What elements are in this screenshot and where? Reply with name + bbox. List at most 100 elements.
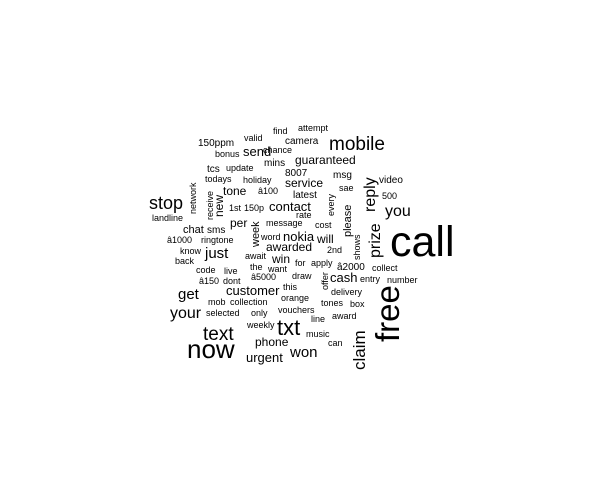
word-collect: collect	[372, 263, 398, 273]
word-phone: phone	[255, 335, 289, 349]
word-will: will	[316, 232, 334, 246]
word-back: back	[175, 256, 195, 266]
word-500: 500	[382, 191, 397, 201]
word-sae: sae	[339, 183, 354, 193]
word-this: this	[283, 282, 298, 292]
word-can: can	[328, 338, 343, 348]
word-music: music	[306, 329, 330, 339]
word-find: find	[273, 126, 288, 136]
word-holiday: holiday	[243, 175, 272, 185]
word-word: word	[260, 232, 281, 242]
word-new: new	[212, 195, 226, 217]
word-your: your	[170, 305, 202, 322]
word-know: know	[180, 246, 202, 256]
word-cash: cash	[330, 270, 357, 285]
word-a1000: â1000	[167, 235, 192, 245]
word-mins: mins	[264, 158, 285, 169]
word-a150: â150	[199, 276, 219, 286]
word-mob: mob	[208, 297, 226, 307]
word-now: now	[187, 334, 235, 364]
word-vouchers: vouchers	[278, 305, 315, 315]
word-a2000: â2000	[337, 262, 365, 273]
word-delivery: delivery	[331, 287, 363, 297]
word-code: code	[196, 265, 216, 275]
word-guaranteed: guaranteed	[295, 153, 356, 167]
word-150ppm: 150ppm	[198, 138, 234, 149]
word-free: free	[369, 285, 406, 342]
word-line: line	[311, 314, 325, 324]
word-150p: 150p	[244, 203, 264, 213]
word-receive: receive	[205, 191, 215, 220]
word-valid: valid	[244, 133, 263, 143]
word-entry: entry	[360, 274, 381, 284]
word-message: message	[266, 218, 303, 228]
word-rate: rate	[296, 210, 312, 220]
word-per: per	[230, 216, 247, 230]
word-landline: landline	[152, 213, 183, 223]
word-week: week	[250, 221, 262, 248]
word-a100: â100	[258, 186, 278, 196]
word-number: number	[387, 275, 418, 285]
word-attempt: attempt	[298, 123, 329, 133]
word-for: for	[295, 258, 306, 268]
word-orange: orange	[281, 293, 309, 303]
word-the: the	[250, 262, 263, 272]
word-cost: cost	[315, 220, 332, 230]
word-tcs: tcs	[207, 164, 220, 175]
word-update: update	[226, 163, 254, 173]
word-win: win	[271, 252, 290, 266]
word-offer: offer	[320, 272, 330, 290]
word-box: box	[350, 299, 365, 309]
word-live: live	[224, 266, 238, 276]
word-send: send	[243, 144, 271, 159]
word-want: want	[267, 264, 288, 274]
word-await: await	[245, 251, 267, 261]
word-just: just	[204, 245, 229, 262]
word-awarded: awarded	[266, 240, 312, 254]
word-2nd: 2nd	[327, 245, 342, 255]
word-msg: msg	[333, 170, 352, 181]
word-dont: dont	[223, 276, 241, 286]
word-todays: todays	[205, 174, 232, 184]
word-every: every	[326, 193, 336, 216]
word-tones: tones	[321, 298, 344, 308]
word-mobile: mobile	[329, 134, 385, 155]
word-ringtone: ringtone	[201, 235, 234, 245]
word-collection: collection	[230, 297, 268, 307]
word-you: you	[385, 203, 411, 220]
word-selected: selected	[206, 308, 240, 318]
word-call: call	[390, 218, 455, 266]
word-urgent: urgent	[246, 350, 283, 365]
word-apply: apply	[311, 258, 333, 268]
word-8007: 8007	[285, 168, 308, 179]
word-service: service	[285, 176, 323, 190]
word-txt: txt	[277, 315, 300, 340]
word-nokia: nokia	[283, 229, 315, 244]
word-draw: draw	[292, 271, 312, 281]
word-network: network	[188, 182, 198, 214]
word-contact: contact	[269, 199, 311, 214]
word-video: video	[379, 175, 403, 186]
word-latest: latest	[293, 190, 317, 201]
word-reply: reply	[362, 177, 379, 212]
word-claim: claim	[350, 330, 369, 370]
word-award: award	[332, 311, 357, 321]
word-prize: prize	[367, 223, 384, 258]
word-sms: sms	[207, 225, 225, 236]
word-1st: 1st	[229, 203, 242, 213]
word-shows: shows	[352, 234, 362, 260]
word-chat: chat	[183, 224, 204, 236]
word-tone: tone	[223, 184, 247, 198]
word-won: won	[289, 344, 318, 361]
word-weekly: weekly	[246, 320, 275, 330]
word-customer: customer	[226, 283, 280, 298]
word-a5000: â5000	[251, 272, 276, 282]
word-please: please	[342, 205, 354, 237]
word-stop: stop	[149, 193, 183, 213]
word-get: get	[178, 286, 200, 303]
word-text: text	[203, 324, 234, 345]
word-chance: chance	[263, 145, 292, 155]
word-only: only	[251, 308, 268, 318]
